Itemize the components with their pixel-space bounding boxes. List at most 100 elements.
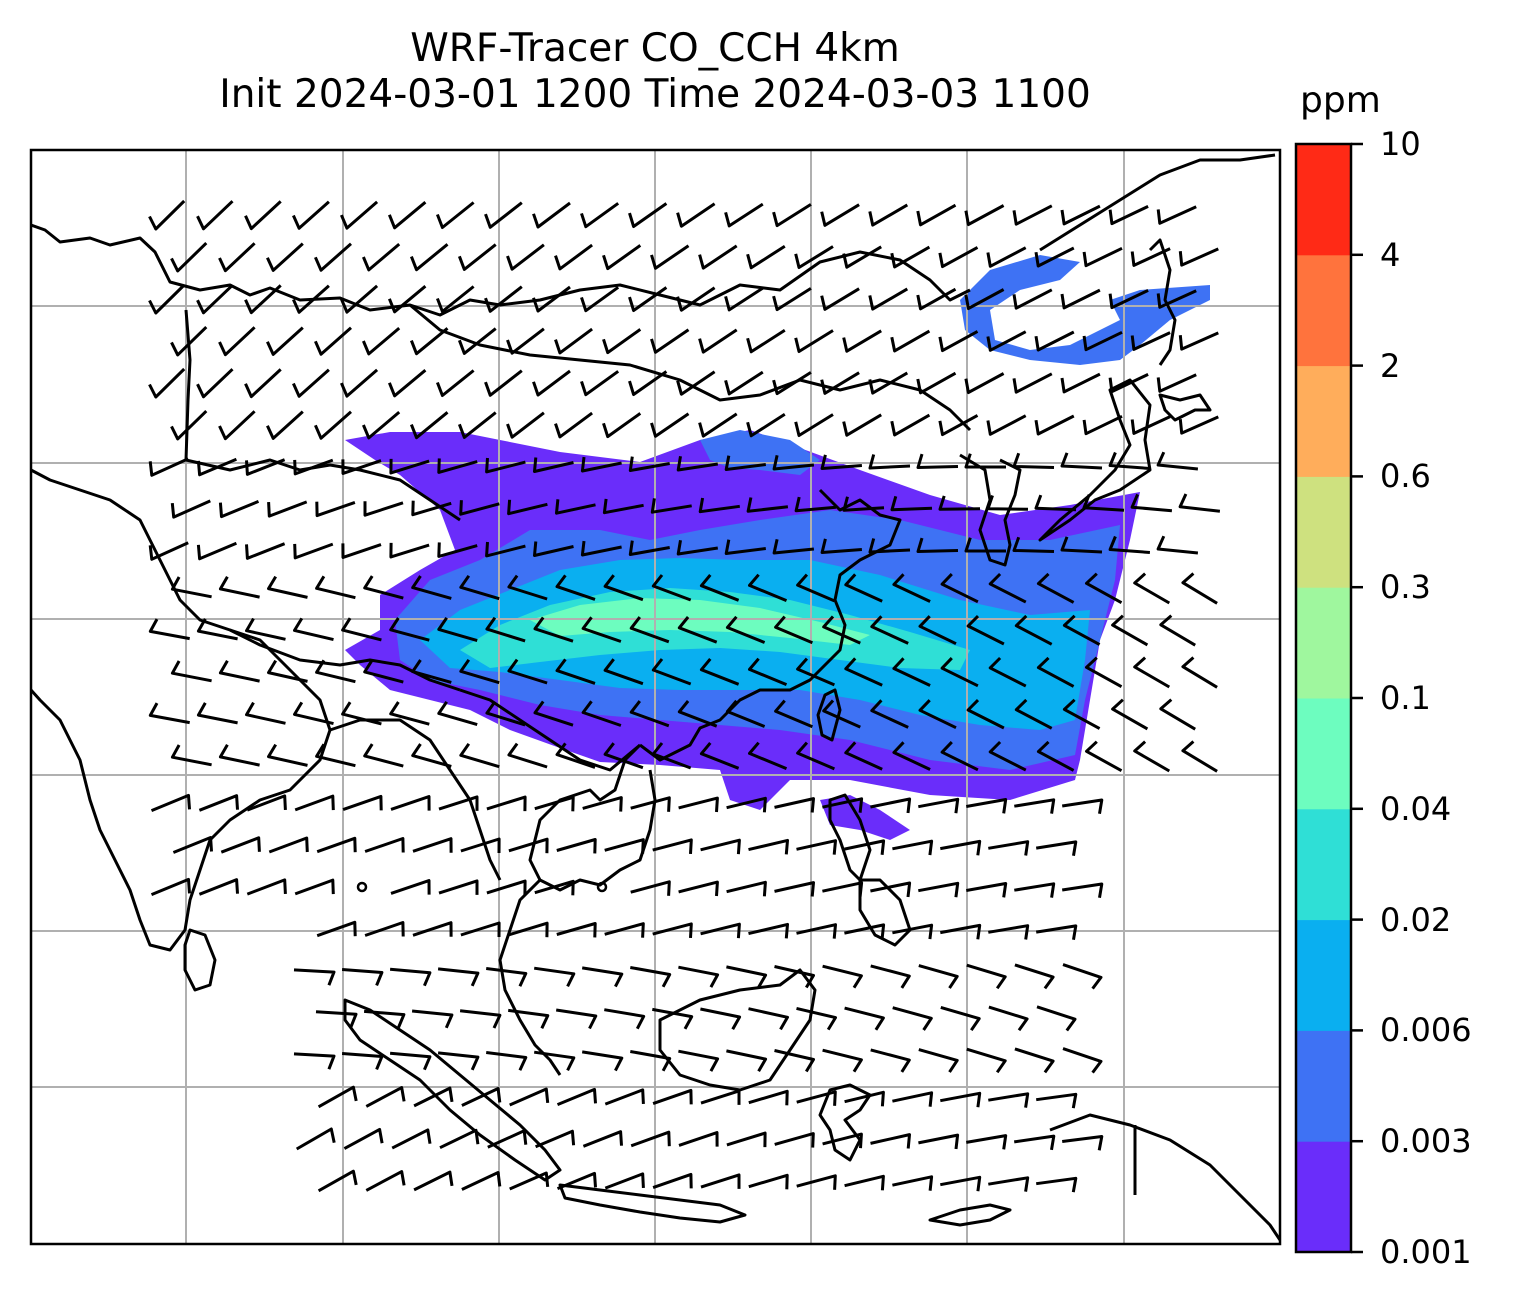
wind-barb bbox=[533, 616, 574, 643]
wind-barb bbox=[581, 616, 622, 643]
plume-south-patch bbox=[820, 795, 910, 840]
wind-barb bbox=[341, 1052, 384, 1070]
wind-barb bbox=[293, 542, 334, 560]
wind-barb bbox=[1012, 372, 1053, 394]
wind-barb bbox=[1133, 740, 1171, 773]
wind-barb bbox=[412, 921, 453, 937]
wind-barb bbox=[244, 368, 282, 399]
colorbar-tick-label: 0.1 bbox=[1380, 679, 1431, 717]
wind-barb bbox=[486, 967, 528, 987]
wind-barb bbox=[918, 797, 960, 814]
wind-barb bbox=[1108, 289, 1149, 310]
wind-barb bbox=[457, 243, 497, 271]
wind-barb bbox=[556, 922, 597, 938]
wind-barb bbox=[437, 1051, 480, 1071]
wind-barb bbox=[410, 327, 449, 356]
wind-barb bbox=[314, 242, 352, 272]
wind-barb bbox=[842, 329, 882, 353]
wind-barb bbox=[507, 574, 548, 601]
map-frame bbox=[29, 148, 1282, 1246]
wind-barb bbox=[966, 699, 1005, 730]
wind-barb bbox=[796, 741, 835, 771]
wind-barb bbox=[630, 1130, 671, 1148]
wind-barb bbox=[628, 286, 668, 312]
wind-barb bbox=[822, 1132, 863, 1149]
wind-barb bbox=[315, 743, 356, 768]
wind-barb bbox=[604, 1088, 645, 1106]
wind-barb bbox=[630, 1050, 672, 1072]
wind-barb bbox=[411, 1009, 454, 1029]
colorbar-swatch bbox=[1296, 365, 1351, 477]
wind-barb bbox=[388, 285, 427, 314]
wind-barb bbox=[628, 540, 670, 556]
wind-barb bbox=[555, 742, 596, 769]
wind-barb bbox=[389, 458, 430, 475]
wind-barb bbox=[218, 576, 260, 599]
wind-barb bbox=[437, 700, 478, 727]
wind-barb bbox=[1034, 246, 1075, 268]
wind-barb bbox=[602, 328, 642, 355]
wind-barb bbox=[603, 658, 644, 686]
wind-barb bbox=[699, 741, 740, 770]
colorbar-swatch bbox=[1296, 808, 1351, 921]
wind-barb bbox=[794, 329, 834, 353]
wind-barb bbox=[698, 497, 741, 514]
wind-barb bbox=[535, 1129, 576, 1149]
wind-barb bbox=[555, 499, 596, 515]
wind-barb bbox=[966, 798, 1008, 814]
wind-barb bbox=[966, 963, 1007, 990]
wind-barb bbox=[293, 968, 336, 986]
wind-barb bbox=[508, 921, 549, 938]
wind-barb bbox=[1156, 373, 1197, 393]
wind-barb bbox=[604, 922, 645, 938]
wind-barb bbox=[1130, 415, 1171, 435]
wind-barb bbox=[555, 574, 596, 601]
wind-barb bbox=[196, 702, 238, 725]
wind-barb bbox=[435, 285, 475, 313]
wind-barb bbox=[844, 839, 886, 855]
wind-barb bbox=[726, 1049, 768, 1073]
wind-barb bbox=[533, 700, 574, 727]
wind-barb bbox=[314, 410, 352, 440]
gridlines bbox=[31, 150, 1280, 1244]
wind-barb bbox=[676, 370, 716, 396]
wind-barb bbox=[218, 500, 260, 519]
wind-barb bbox=[870, 797, 912, 814]
wind-barb bbox=[437, 616, 478, 643]
colorbar-tick-label: 2 bbox=[1380, 346, 1401, 385]
wind-barb bbox=[678, 1131, 719, 1147]
wind-barb bbox=[172, 836, 213, 854]
wind-barb bbox=[1060, 204, 1101, 226]
wind-barb bbox=[459, 574, 500, 601]
wind-barb bbox=[460, 837, 501, 854]
wind-barb bbox=[964, 453, 1006, 469]
wind-barb bbox=[266, 242, 304, 272]
wind-barb bbox=[842, 413, 882, 437]
wind-barb bbox=[507, 742, 548, 769]
wind-barb bbox=[485, 457, 526, 474]
wind-barb bbox=[365, 1170, 406, 1192]
wind-barb bbox=[868, 287, 909, 311]
wind-barb bbox=[940, 573, 979, 604]
wind-barb bbox=[940, 1005, 981, 1032]
wind-barb bbox=[724, 539, 766, 555]
wind-barb bbox=[892, 1006, 933, 1031]
wind-barb bbox=[150, 877, 191, 896]
wind-barb bbox=[532, 285, 571, 313]
wind-barb bbox=[580, 370, 620, 397]
wind-barb bbox=[196, 618, 238, 641]
wind-barb bbox=[170, 744, 212, 767]
wind-barb bbox=[678, 796, 719, 813]
wind-barb bbox=[363, 501, 404, 517]
wind-barb bbox=[388, 201, 427, 230]
wind-barb bbox=[1062, 698, 1101, 730]
wind-barb bbox=[966, 615, 1005, 646]
wind-barb bbox=[748, 573, 788, 602]
wind-barb bbox=[650, 412, 690, 438]
wind-barb bbox=[822, 699, 861, 729]
wind-barb bbox=[533, 457, 574, 473]
wind-barb bbox=[484, 201, 523, 229]
wind-barb bbox=[266, 410, 304, 440]
wind-barb bbox=[699, 573, 740, 602]
wind-barb bbox=[294, 878, 335, 896]
